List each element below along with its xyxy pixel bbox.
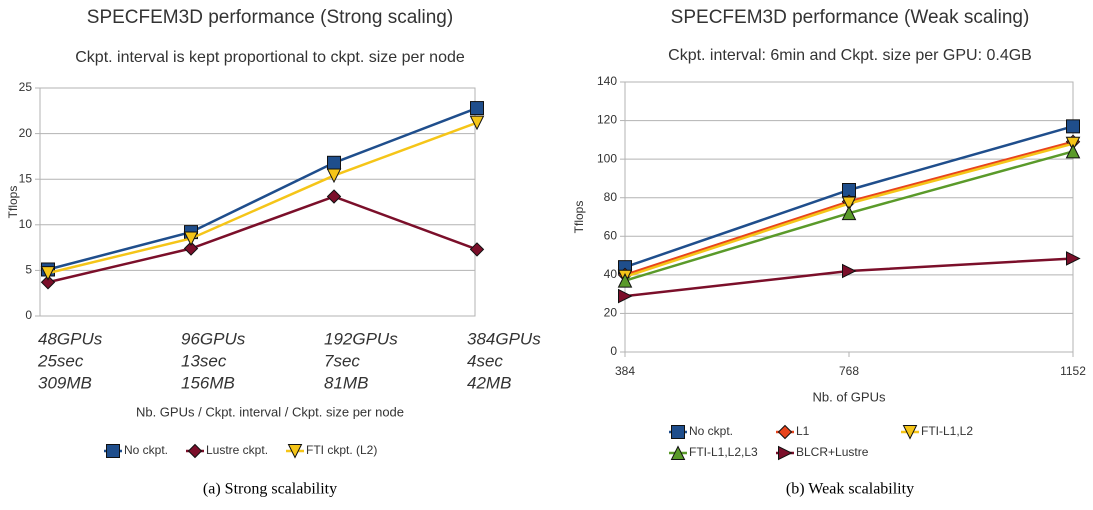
- x-tick-label: 4sec: [467, 351, 503, 370]
- x-tick-label: 42MB: [467, 373, 511, 392]
- series-line: [47, 121, 478, 275]
- marker: [183, 231, 199, 247]
- x-tick-label: 156MB: [181, 373, 235, 392]
- legend-marker: [187, 443, 203, 459]
- x-tick-label: 7sec: [324, 351, 360, 370]
- x-tick-label: 192GPUs: [324, 329, 398, 348]
- y-tick-label: 60: [604, 228, 618, 242]
- y-tick-label: 20: [19, 126, 33, 140]
- legend-label: FTI ckpt. (L2): [306, 443, 377, 457]
- legend-marker: [777, 424, 793, 440]
- legend-label: No ckpt.: [124, 443, 168, 457]
- y-tick-label: 10: [19, 217, 33, 231]
- chart-title: SPECFEM3D performance (Weak scaling): [671, 7, 1030, 28]
- x-tick-label: 25sec: [37, 351, 84, 370]
- legend-marker: [106, 444, 120, 458]
- marker: [1065, 143, 1081, 159]
- marker: [841, 205, 857, 221]
- marker: [326, 168, 342, 184]
- marker: [1066, 251, 1081, 266]
- marker: [40, 275, 56, 290]
- legend-label: FTI-L1,L2: [921, 424, 973, 438]
- legend-marker: [778, 445, 793, 461]
- marker: [1066, 119, 1080, 134]
- chart-subtitle: Ckpt. interval: 6min and Ckpt. size per …: [668, 47, 1032, 64]
- plot-frame: [39, 87, 476, 317]
- y-tick-label: 0: [25, 308, 32, 322]
- x-tick-label: 384: [615, 364, 635, 378]
- marker: [469, 115, 485, 131]
- series-line: [47, 106, 478, 271]
- marker: [327, 155, 341, 170]
- y-axis-label: Tflops: [572, 201, 586, 234]
- legend-label: FTI-L1,L2,L3: [689, 445, 758, 459]
- y-axis-label: Tflops: [6, 186, 20, 219]
- y-tick-label: 0: [610, 344, 617, 358]
- x-tick-label: 1152: [1060, 364, 1086, 378]
- marker: [1065, 136, 1081, 152]
- legend-label: No ckpt.: [689, 424, 733, 438]
- legend-label: Lustre ckpt.: [206, 443, 268, 457]
- x-tick-label: 81MB: [324, 373, 368, 392]
- chart-title: SPECFEM3D performance (Strong scaling): [87, 7, 453, 28]
- marker: [40, 266, 56, 281]
- legend-label: BLCR+Lustre: [796, 445, 869, 459]
- y-tick-label: 20: [604, 306, 618, 320]
- y-tick-label: 140: [597, 74, 617, 88]
- x-tick-label: 96GPUs: [181, 329, 246, 348]
- y-tick-label: 25: [19, 80, 33, 94]
- marker: [841, 196, 857, 212]
- chart-subtitle: Ckpt. interval is kept proportional to c…: [75, 49, 465, 66]
- marker: [842, 263, 857, 279]
- y-tick-label: 120: [597, 113, 617, 127]
- x-tick-label: 48GPUs: [38, 329, 103, 348]
- legend-marker: [902, 425, 918, 440]
- marker: [618, 288, 633, 304]
- series-line: [624, 257, 1074, 298]
- x-tick-label: 768: [839, 364, 859, 378]
- y-tick-label: 40: [604, 267, 618, 281]
- marker: [617, 273, 633, 288]
- legend-label: L1: [796, 424, 810, 438]
- legend-marker: [671, 425, 685, 439]
- y-tick-label: 5: [25, 263, 32, 277]
- y-tick-label: 100: [597, 151, 617, 165]
- y-tick-label: 15: [19, 171, 33, 185]
- y-tick-label: 80: [604, 190, 618, 204]
- x-axis-label: Nb. of GPUs: [813, 389, 886, 404]
- caption: (b) Weak scalability: [786, 481, 914, 498]
- marker: [183, 241, 199, 256]
- marker: [470, 101, 484, 116]
- caption: (a) Strong scalability: [203, 481, 337, 498]
- legend-marker: [287, 444, 303, 459]
- x-tick-label: 309MB: [38, 373, 92, 392]
- legend-marker: [670, 445, 686, 460]
- x-tick-label: 13sec: [181, 351, 227, 370]
- series-line: [47, 195, 478, 284]
- marker: [326, 189, 342, 204]
- x-axis-label: Nb. GPUs / Ckpt. interval / Ckpt. size p…: [136, 404, 404, 419]
- x-tick-label: 384GPUs: [467, 329, 541, 348]
- marker: [469, 242, 485, 257]
